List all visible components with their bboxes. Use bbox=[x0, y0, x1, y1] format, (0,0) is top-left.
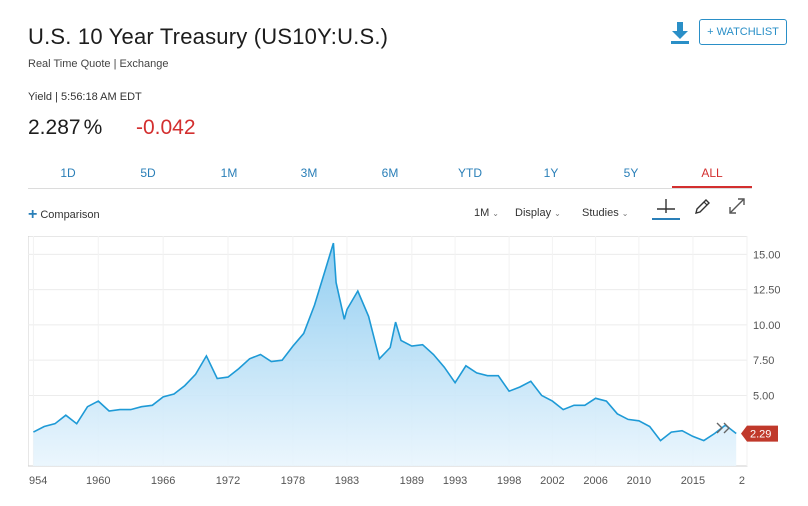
yield-series-line bbox=[33, 242, 737, 442]
gridlines bbox=[28, 236, 748, 466]
quote-source: Real Time Quote | Exchange bbox=[28, 58, 169, 70]
yield-chart[interactable]: 954 1960 1966 1972 1978 1983 1989 1993 1998 2002 2… bbox=[27, 235, 781, 498]
expand-icon bbox=[729, 198, 745, 214]
x-tick-label: 1989 bbox=[400, 475, 424, 487]
download-button[interactable] bbox=[668, 20, 692, 46]
x-tick-label: 2006 bbox=[583, 475, 607, 487]
yield-change: -0.042 bbox=[136, 116, 196, 139]
crosshair-icon bbox=[657, 199, 675, 213]
watchlist-button[interactable]: + WATCHLIST bbox=[699, 19, 787, 45]
page-title: U.S. 10 Year Treasury (US10Y:U.S.) bbox=[28, 24, 389, 49]
studies-dropdown[interactable]: Studies ⌄ bbox=[582, 207, 628, 219]
interval-dropdown[interactable]: 1M ⌄ bbox=[474, 207, 499, 219]
tab-6m[interactable]: 6M bbox=[381, 166, 399, 180]
tab-5d[interactable]: 5D bbox=[140, 166, 156, 180]
fullscreen-button[interactable] bbox=[725, 196, 753, 218]
last-price-label: 2.29 bbox=[750, 429, 771, 441]
y-tick-label: 5.00 bbox=[753, 390, 774, 402]
tab-3m[interactable]: 3M bbox=[300, 166, 318, 180]
yield-unit: % bbox=[83, 116, 103, 139]
studies-label: Studies bbox=[582, 207, 619, 219]
yield-timestamp: Yield | 5:56:18 AM EDT bbox=[28, 91, 142, 103]
last-price-badge: 2.29 bbox=[741, 425, 778, 442]
x-tick-label: 2010 bbox=[627, 475, 651, 487]
tab-ytd[interactable]: YTD bbox=[458, 166, 482, 180]
current-yield: 2.287% bbox=[28, 116, 102, 140]
scroll-right-icon[interactable] bbox=[716, 422, 730, 434]
tab-1y[interactable]: 1Y bbox=[543, 166, 559, 180]
yield-value: 2.287 bbox=[28, 116, 81, 139]
y-tick-label: 15.00 bbox=[753, 249, 780, 261]
chart-area[interactable]: 954 1960 1966 1972 1978 1983 1989 1993 1998 2002 2… bbox=[27, 235, 781, 498]
x-tick-label: 1998 bbox=[497, 475, 521, 487]
y-axis: 15.00 12.50 10.00 7.50 5.00 bbox=[753, 249, 781, 402]
chevron-down-icon: ⌄ bbox=[492, 209, 499, 218]
tab-5y[interactable]: 5Y bbox=[623, 166, 639, 180]
display-label: Display bbox=[515, 207, 552, 219]
x-tick-label: 2002 bbox=[540, 475, 564, 487]
display-dropdown[interactable]: Display ⌄ bbox=[515, 207, 561, 219]
tab-1m[interactable]: 1M bbox=[220, 166, 238, 180]
yield-area-fill bbox=[33, 243, 737, 466]
y-tick-label: 10.00 bbox=[753, 320, 780, 332]
tab-1d[interactable]: 1D bbox=[60, 166, 76, 180]
x-tick-label: 1960 bbox=[86, 475, 110, 487]
x-tick-label: 1993 bbox=[443, 475, 467, 487]
comparison-button[interactable]: + Comparison bbox=[28, 205, 100, 223]
draw-tool-button[interactable] bbox=[690, 196, 718, 218]
x-axis: 954 1960 1966 1972 1978 1983 1989 1993 1998 2002 2… bbox=[29, 475, 745, 487]
plus-icon: + bbox=[28, 206, 38, 223]
interval-label: 1M bbox=[474, 207, 490, 219]
comparison-label: Comparison bbox=[40, 209, 100, 221]
chevron-down-icon: ⌄ bbox=[554, 209, 561, 218]
x-tick-label: 954 bbox=[29, 475, 47, 487]
time-range-tabs: 1D 5D 1M 3M 6M YTD 1Y 5Y ALL bbox=[28, 162, 752, 189]
tab-all[interactable]: ALL bbox=[672, 166, 752, 188]
x-tick-label: 1966 bbox=[151, 475, 175, 487]
pencil-icon bbox=[695, 199, 710, 214]
x-tick-label: 2015 bbox=[681, 475, 705, 487]
crosshair-tool-button[interactable] bbox=[652, 196, 680, 220]
x-tick-label: 1978 bbox=[281, 475, 305, 487]
x-tick-label: 1983 bbox=[335, 475, 359, 487]
chevron-down-icon: ⌄ bbox=[621, 209, 629, 218]
x-tick-label: 2 bbox=[739, 475, 745, 487]
x-tick-label: 1972 bbox=[216, 475, 240, 487]
y-tick-label: 12.50 bbox=[753, 285, 780, 297]
y-tick-label: 7.50 bbox=[753, 355, 774, 367]
download-icon bbox=[671, 22, 689, 44]
